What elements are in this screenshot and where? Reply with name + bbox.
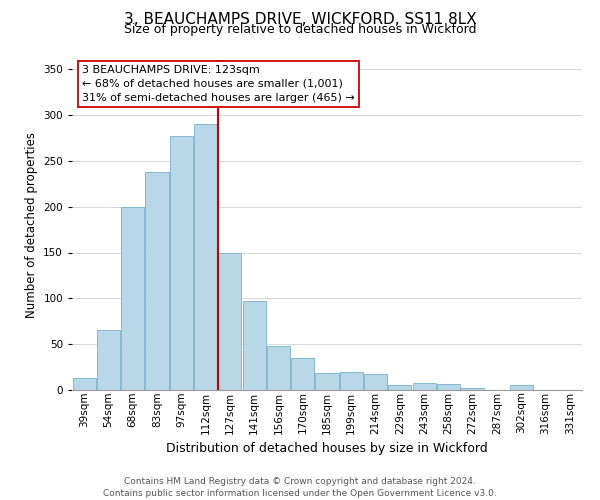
Bar (97, 330, 120, 390)
Bar (364, 374, 387, 390)
Bar (242, 301, 266, 390)
Text: Size of property relative to detached houses in Wickford: Size of property relative to detached ho… (124, 22, 476, 36)
Bar (73, 378, 95, 390)
Bar (437, 384, 460, 390)
Bar (461, 388, 484, 390)
X-axis label: Distribution of detached houses by size in Wickford: Distribution of detached houses by size … (166, 442, 488, 455)
Bar (340, 372, 363, 390)
Text: 3 BEAUCHAMPS DRIVE: 123sqm
← 68% of detached houses are smaller (1,001)
31% of s: 3 BEAUCHAMPS DRIVE: 123sqm ← 68% of deta… (82, 65, 355, 103)
Bar (170, 136, 193, 390)
Text: 3, BEAUCHAMPS DRIVE, WICKFORD, SS11 8LX: 3, BEAUCHAMPS DRIVE, WICKFORD, SS11 8LX (124, 12, 476, 28)
Bar (388, 386, 412, 390)
Bar (145, 172, 169, 390)
Bar (413, 382, 436, 390)
Bar (510, 386, 533, 390)
Bar (218, 252, 241, 390)
Bar (121, 206, 144, 390)
Bar (291, 358, 314, 390)
Bar (316, 372, 338, 390)
Bar (194, 124, 217, 390)
Bar (267, 346, 290, 390)
Y-axis label: Number of detached properties: Number of detached properties (25, 132, 38, 318)
Text: Contains HM Land Registry data © Crown copyright and database right 2024.
Contai: Contains HM Land Registry data © Crown c… (103, 476, 497, 498)
